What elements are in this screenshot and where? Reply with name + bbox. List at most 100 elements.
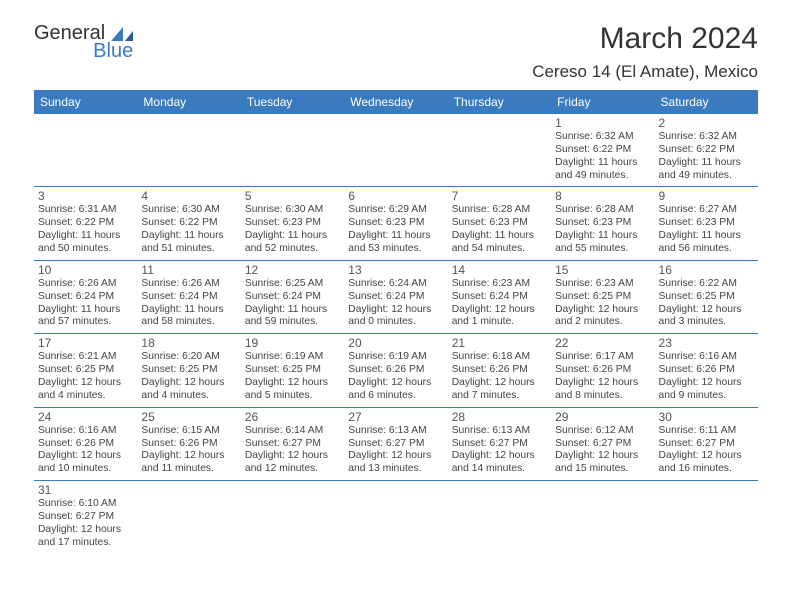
daylight-text: and 4 minutes.	[141, 390, 236, 403]
sunrise-text: Sunrise: 6:11 AM	[659, 425, 754, 438]
sunrise-text: Sunrise: 6:23 AM	[555, 278, 650, 291]
sunset-text: Sunset: 6:26 PM	[659, 364, 754, 377]
sunset-text: Sunset: 6:22 PM	[141, 217, 236, 230]
daylight-text: Daylight: 11 hours	[555, 157, 650, 170]
sunrise-text: Sunrise: 6:25 AM	[245, 278, 340, 291]
day-number: 21	[452, 336, 547, 350]
day-number: 20	[348, 336, 443, 350]
calendar-cell: 28Sunrise: 6:13 AMSunset: 6:27 PMDayligh…	[448, 408, 551, 480]
sunset-text: Sunset: 6:24 PM	[38, 291, 133, 304]
sunrise-text: Sunrise: 6:21 AM	[38, 351, 133, 364]
sunset-text: Sunset: 6:24 PM	[141, 291, 236, 304]
calendar-cell: 6Sunrise: 6:29 AMSunset: 6:23 PMDaylight…	[344, 187, 447, 259]
daylight-text: and 11 minutes.	[141, 463, 236, 476]
day-number: 29	[555, 410, 650, 424]
day-number: 31	[38, 483, 133, 497]
calendar-cell: 8Sunrise: 6:28 AMSunset: 6:23 PMDaylight…	[551, 187, 654, 259]
calendar-cell	[344, 114, 447, 186]
daylight-text: and 2 minutes.	[555, 316, 650, 329]
day-header: Monday	[137, 90, 240, 114]
logo: General Blue	[34, 22, 151, 45]
daylight-text: and 59 minutes.	[245, 316, 340, 329]
daylight-text: Daylight: 11 hours	[555, 230, 650, 243]
sunset-text: Sunset: 6:26 PM	[555, 364, 650, 377]
sunset-text: Sunset: 6:23 PM	[659, 217, 754, 230]
calendar-cell: 21Sunrise: 6:18 AMSunset: 6:26 PMDayligh…	[448, 334, 551, 406]
day-number: 26	[245, 410, 340, 424]
day-number: 2	[659, 116, 754, 130]
sunset-text: Sunset: 6:23 PM	[348, 217, 443, 230]
sunrise-text: Sunrise: 6:13 AM	[348, 425, 443, 438]
daylight-text: Daylight: 12 hours	[141, 377, 236, 390]
day-number: 24	[38, 410, 133, 424]
sunrise-text: Sunrise: 6:26 AM	[141, 278, 236, 291]
sunset-text: Sunset: 6:25 PM	[141, 364, 236, 377]
calendar-cell: 12Sunrise: 6:25 AMSunset: 6:24 PMDayligh…	[241, 261, 344, 333]
daylight-text: Daylight: 12 hours	[141, 450, 236, 463]
calendar: SundayMondayTuesdayWednesdayThursdayFrid…	[0, 90, 792, 554]
calendar-cell	[551, 481, 654, 553]
daylight-text: and 52 minutes.	[245, 243, 340, 256]
daylight-text: and 8 minutes.	[555, 390, 650, 403]
sunrise-text: Sunrise: 6:28 AM	[555, 204, 650, 217]
daylight-text: and 10 minutes.	[38, 463, 133, 476]
sunrise-text: Sunrise: 6:29 AM	[348, 204, 443, 217]
calendar-cell	[344, 481, 447, 553]
sunrise-text: Sunrise: 6:32 AM	[659, 131, 754, 144]
sunrise-text: Sunrise: 6:31 AM	[38, 204, 133, 217]
sunset-text: Sunset: 6:23 PM	[452, 217, 547, 230]
daylight-text: and 49 minutes.	[555, 170, 650, 183]
sunset-text: Sunset: 6:26 PM	[141, 438, 236, 451]
daylight-text: Daylight: 12 hours	[245, 377, 340, 390]
calendar-cell: 18Sunrise: 6:20 AMSunset: 6:25 PMDayligh…	[137, 334, 240, 406]
daylight-text: Daylight: 12 hours	[38, 524, 133, 537]
sunrise-text: Sunrise: 6:26 AM	[38, 278, 133, 291]
daylight-text: and 53 minutes.	[348, 243, 443, 256]
calendar-cell: 4Sunrise: 6:30 AMSunset: 6:22 PMDaylight…	[137, 187, 240, 259]
daylight-text: and 17 minutes.	[38, 537, 133, 550]
day-number: 4	[141, 189, 236, 203]
daylight-text: Daylight: 12 hours	[348, 450, 443, 463]
daylight-text: and 6 minutes.	[348, 390, 443, 403]
day-header: Friday	[551, 90, 654, 114]
sunset-text: Sunset: 6:23 PM	[245, 217, 340, 230]
day-number: 16	[659, 263, 754, 277]
daylight-text: and 14 minutes.	[452, 463, 547, 476]
sunrise-text: Sunrise: 6:27 AM	[659, 204, 754, 217]
day-number: 7	[452, 189, 547, 203]
sunset-text: Sunset: 6:26 PM	[38, 438, 133, 451]
day-header: Saturday	[655, 90, 758, 114]
day-number: 10	[38, 263, 133, 277]
daylight-text: and 15 minutes.	[555, 463, 650, 476]
sunset-text: Sunset: 6:27 PM	[348, 438, 443, 451]
daylight-text: Daylight: 12 hours	[348, 377, 443, 390]
week-row: 24Sunrise: 6:16 AMSunset: 6:26 PMDayligh…	[34, 408, 758, 481]
calendar-cell: 3Sunrise: 6:31 AMSunset: 6:22 PMDaylight…	[34, 187, 137, 259]
daylight-text: Daylight: 12 hours	[555, 377, 650, 390]
sunrise-text: Sunrise: 6:22 AM	[659, 278, 754, 291]
daylight-text: Daylight: 11 hours	[348, 230, 443, 243]
day-header: Tuesday	[241, 90, 344, 114]
day-number: 25	[141, 410, 236, 424]
daylight-text: and 54 minutes.	[452, 243, 547, 256]
daylight-text: and 7 minutes.	[452, 390, 547, 403]
daylight-text: Daylight: 11 hours	[245, 304, 340, 317]
daylight-text: Daylight: 12 hours	[659, 450, 754, 463]
calendar-cell: 2Sunrise: 6:32 AMSunset: 6:22 PMDaylight…	[655, 114, 758, 186]
sunrise-text: Sunrise: 6:13 AM	[452, 425, 547, 438]
calendar-cell	[137, 481, 240, 553]
daylight-text: Daylight: 11 hours	[452, 230, 547, 243]
day-number: 30	[659, 410, 754, 424]
daylight-text: Daylight: 11 hours	[38, 230, 133, 243]
sunrise-text: Sunrise: 6:16 AM	[38, 425, 133, 438]
sunrise-text: Sunrise: 6:30 AM	[141, 204, 236, 217]
day-number: 22	[555, 336, 650, 350]
sunset-text: Sunset: 6:27 PM	[659, 438, 754, 451]
calendar-cell: 20Sunrise: 6:19 AMSunset: 6:26 PMDayligh…	[344, 334, 447, 406]
calendar-cell	[241, 114, 344, 186]
sunrise-text: Sunrise: 6:16 AM	[659, 351, 754, 364]
day-number: 23	[659, 336, 754, 350]
day-header: Sunday	[34, 90, 137, 114]
daylight-text: Daylight: 12 hours	[38, 450, 133, 463]
calendar-cell: 19Sunrise: 6:19 AMSunset: 6:25 PMDayligh…	[241, 334, 344, 406]
